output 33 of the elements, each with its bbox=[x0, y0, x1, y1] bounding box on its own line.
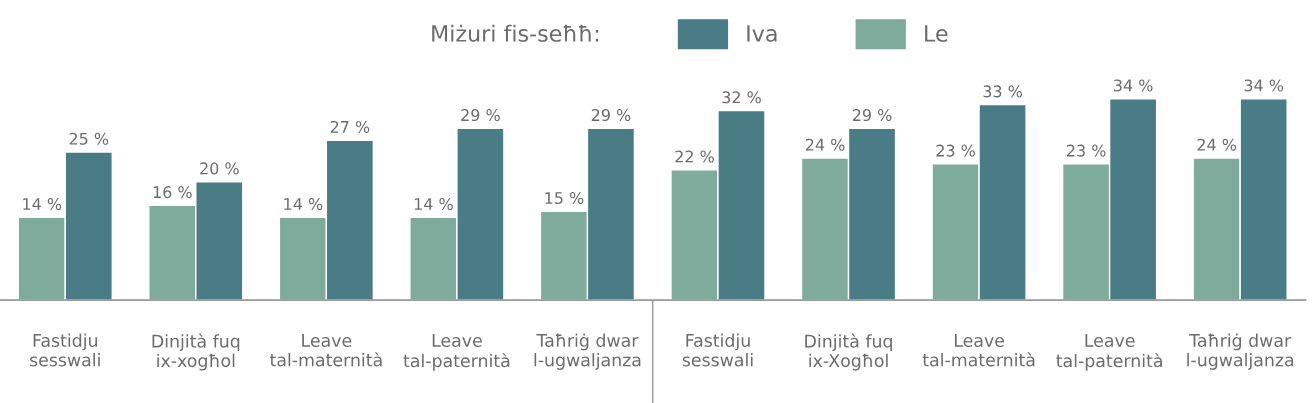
data-label: 34 % bbox=[1114, 79, 1153, 92]
x-tick-label: Fastidju sesswali bbox=[30, 333, 100, 367]
data-label: 20 % bbox=[200, 162, 239, 175]
x-tick-label: Taħriġ dwar l-ugwaljanza bbox=[534, 333, 641, 370]
data-label: 14 % bbox=[414, 197, 453, 210]
data-label: 15 % bbox=[545, 192, 584, 205]
x-tick-label: Leave tal-paternità bbox=[1056, 334, 1162, 371]
x-tick-label: Taħriġ dwar l-ugwaljanza bbox=[1187, 333, 1294, 370]
data-label: 27 % bbox=[330, 120, 370, 133]
data-label: 24 % bbox=[1197, 138, 1237, 151]
data-label: 25 % bbox=[69, 132, 109, 145]
x-tick-label: Leave tal-maternità bbox=[269, 334, 382, 367]
data-label: 16 % bbox=[153, 186, 192, 199]
data-label: 14 % bbox=[23, 197, 62, 210]
legend-label: Iva bbox=[747, 25, 777, 42]
x-tick-label: Leave tal-paternità bbox=[403, 334, 510, 371]
x-tick-label: Leave tal-maternità bbox=[922, 334, 1035, 367]
x-tick-label: Dinjità fuq ix-Xogħol bbox=[805, 333, 892, 371]
legend-title: Miżuri fis-seħħ: bbox=[432, 24, 599, 42]
data-label: 23 % bbox=[936, 144, 975, 157]
data-label: 32 % bbox=[722, 91, 761, 104]
x-tick-label: Dinjità fuq ix-xogħol bbox=[152, 333, 240, 371]
data-label: 34 % bbox=[1244, 79, 1284, 92]
data-label: 29 % bbox=[461, 109, 500, 122]
data-label: 22 % bbox=[675, 150, 714, 163]
data-label: 14 % bbox=[284, 197, 323, 210]
data-label: 29 % bbox=[852, 109, 892, 122]
data-label: 29 % bbox=[591, 109, 631, 122]
data-label: 23 % bbox=[1067, 144, 1106, 157]
x-tick-label: Fastidju sesswali bbox=[682, 333, 753, 367]
data-label: 24 % bbox=[805, 138, 845, 151]
data-label: 33 % bbox=[983, 85, 1022, 98]
legend-label: Le bbox=[925, 25, 948, 42]
